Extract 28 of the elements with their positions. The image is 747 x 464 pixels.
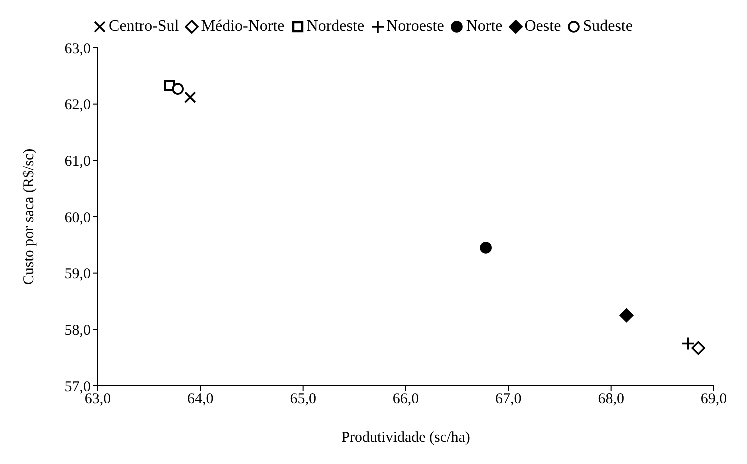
y-axis-title: Custo por saca (R$/sc): [21, 148, 38, 286]
y-tick-label: 58,0: [64, 322, 91, 339]
x-tick-label: 63,0: [84, 392, 112, 408]
point: [480, 242, 492, 254]
x-tick-label: 69,0: [700, 392, 728, 408]
y-tick-label: 59,0: [64, 266, 91, 283]
legend-label: Sudeste: [583, 18, 633, 36]
x-tick-label: 68,0: [598, 392, 624, 408]
x-axis-title: Produtividade (sc/ha): [342, 430, 470, 446]
point: [692, 341, 706, 356]
x-tick-label: 65,0: [290, 392, 316, 408]
point: [681, 336, 696, 351]
legend-label: Nordeste: [306, 18, 365, 36]
y-tick-label: 61,0: [64, 154, 91, 170]
y-tick-label: 62,0: [64, 98, 91, 114]
x-tick-label: 67,0: [496, 392, 522, 408]
x-tick-label: 66,0: [392, 392, 420, 408]
point: [172, 83, 184, 96]
point: [620, 308, 634, 322]
legend-label: Centro-Sul: [109, 18, 180, 36]
y-tick-label: 60,0: [64, 210, 91, 226]
legend-label: Médio-Norte: [201, 18, 285, 36]
legend-label: Noroeste: [386, 18, 444, 36]
x-tick-label: 64,0: [188, 392, 214, 408]
legend-label: Oeste: [524, 18, 562, 36]
point: [184, 92, 196, 104]
y-tick-label: 63,0: [64, 41, 91, 58]
legend-label: Norte: [466, 18, 503, 36]
